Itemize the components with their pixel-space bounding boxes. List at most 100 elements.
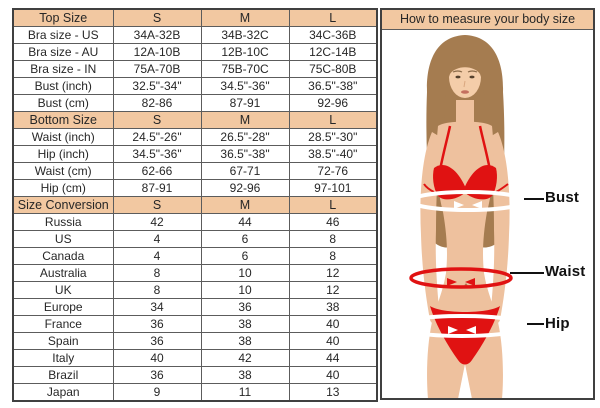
value-cell: 9 [112,383,202,402]
size-column-header: S [112,111,202,129]
section-header-row: Top Size S M L [12,8,378,27]
value-cell: 12A-10B [112,43,202,61]
table-row: Russia 42 44 46 [12,213,378,231]
value-cell: 42 [200,349,290,367]
value-cell: 4 [112,230,202,248]
size-column-header: S [112,196,202,214]
section-header-row: Size Conversion S M L [12,196,378,214]
row-label-cell: Brazil [12,366,114,384]
section-title-cell: Size Conversion [12,196,114,214]
row-label-cell: Bra size - AU [12,43,114,61]
value-cell: 8 [112,264,202,282]
hip-label: Hip [545,315,570,332]
value-cell: 28.5"-30" [288,128,378,146]
table-row: France 36 38 40 [12,315,378,333]
row-label-cell: Australia [12,264,114,282]
value-cell: 75B-70C [200,60,290,78]
value-cell: 62-66 [112,162,202,180]
row-label-cell: Spain [12,332,114,350]
value-cell: 46 [288,213,378,231]
value-cell: 6 [200,247,290,265]
table-row: US 4 6 8 [12,230,378,248]
table-row: Hip (inch) 34.5"-36" 36.5"-38" 38.5"-40" [12,145,378,163]
waist-arrow-right [465,278,475,286]
value-cell: 75C-80B [288,60,378,78]
value-cell: 36 [112,332,202,350]
size-column-header: L [288,196,378,214]
value-cell: 4 [112,247,202,265]
table-row: UK 8 10 12 [12,281,378,299]
value-cell: 36 [112,315,202,333]
value-cell: 13 [288,383,378,402]
value-cell: 36 [112,366,202,384]
row-label-cell: Waist (inch) [12,128,114,146]
bust-arrow-right [472,201,482,209]
row-label-cell: Bust (cm) [12,94,114,112]
value-cell: 40 [288,315,378,333]
value-cell: 67-71 [200,162,290,180]
table-row: Bra size - US 34A-32B 34B-32C 34C-36B [12,26,378,44]
value-cell: 36 [200,298,290,316]
size-column-header: L [288,111,378,129]
right-eye [469,75,475,79]
value-cell: 42 [112,213,202,231]
size-column-header: M [200,111,290,129]
value-cell: 44 [288,349,378,367]
table-row: Bra size - AU 12A-10B 12B-10C 12C-14B [12,43,378,61]
bust-label: Bust [545,189,580,206]
value-cell: 34.5"-36" [200,77,290,95]
value-cell: 40 [288,332,378,350]
table-row: Europe 34 36 38 [12,298,378,316]
section-title-cell: Bottom Size [12,111,114,129]
right-eyebrow [467,70,478,73]
value-cell: 87-91 [112,179,202,197]
bust-measure-ellipse [409,190,527,212]
value-cell: 34A-32B [112,26,202,44]
value-cell: 38 [200,366,290,384]
value-cell: 10 [200,281,290,299]
value-cell: 36.5"-38" [288,77,378,95]
value-cell: 38.5"-40" [288,145,378,163]
value-cell: 8 [112,281,202,299]
section-title-cell: Top Size [12,8,114,27]
value-cell: 10 [200,264,290,282]
size-column-header: L [288,8,378,27]
value-cell: 75A-70B [112,60,202,78]
value-cell: 26.5"-28" [200,128,290,146]
row-label-cell: Bust (inch) [12,77,114,95]
table-row: Hip (cm) 87-91 92-96 97-101 [12,179,378,197]
hip-arrow-left [448,326,458,334]
value-cell: 72-76 [288,162,378,180]
value-cell: 97-101 [288,179,378,197]
table-row: Italy 40 42 44 [12,349,378,367]
row-label-cell: Canada [12,247,114,265]
value-cell: 92-96 [288,94,378,112]
row-label-cell: Italy [12,349,114,367]
value-cell: 11 [200,383,290,402]
value-cell: 40 [288,366,378,384]
measure-panel-body: Bust Waist Hip [382,30,593,398]
value-cell: 87-91 [200,94,290,112]
table-row: Bust (inch) 32.5"-34" 34.5"-36" 36.5"-38" [12,77,378,95]
value-cell: 8 [288,230,378,248]
neck [456,100,474,127]
row-label-cell: Hip (inch) [12,145,114,163]
left-eyebrow [452,70,463,73]
section-header-row: Bottom Size S M L [12,111,378,129]
size-column-header: M [200,196,290,214]
lips [461,90,469,94]
row-label-cell: Bra size - US [12,26,114,44]
value-cell: 12B-10C [200,43,290,61]
value-cell: 34C-36B [288,26,378,44]
row-label-cell: US [12,230,114,248]
waist-measure-ellipse [409,267,513,289]
hip-arrow-right [466,326,476,334]
value-cell: 12 [288,264,378,282]
value-cell: 34B-32C [200,26,290,44]
hip-measure-ellipse [394,314,530,338]
table-row: Bust (cm) 82-86 87-91 92-96 [12,94,378,112]
value-cell: 92-96 [200,179,290,197]
value-cell: 40 [112,349,202,367]
size-table: Top Size S M L Bra size - US 34A-32B 34B-32C 34… [12,8,378,402]
